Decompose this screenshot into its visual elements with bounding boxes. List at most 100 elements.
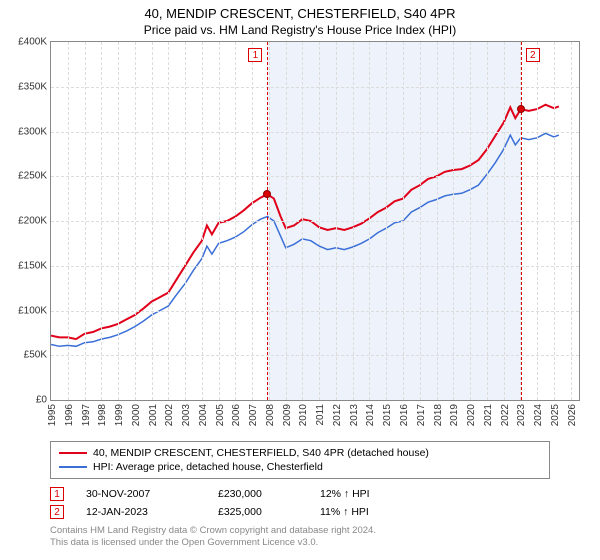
y-axis-tick-label: £300K [18, 126, 47, 137]
x-axis-tick-label: 2011 [315, 404, 326, 426]
legend-item: 40, MENDIP CRESCENT, CHESTERFIELD, S40 4… [59, 446, 541, 460]
sale-hpi-delta: 11% ↑ HPI [320, 506, 369, 518]
y-axis-tick-label: £200K [18, 216, 47, 227]
chart-plot-area: £0£50K£100K£150K£200K£250K£300K£350K£400… [50, 41, 580, 401]
gridline-horizontal [51, 87, 579, 88]
footer-line: This data is licensed under the Open Gov… [50, 537, 550, 549]
x-axis-tick-label: 2021 [483, 404, 494, 426]
chart-container: 40, MENDIP CRESCENT, CHESTERFIELD, S40 4… [0, 0, 600, 560]
legend-label: HPI: Average price, detached house, Ches… [93, 461, 323, 473]
x-axis-tick-label: 2003 [181, 404, 192, 426]
gridline-horizontal [51, 132, 579, 133]
footer-line: Contains HM Land Registry data © Crown c… [50, 525, 550, 537]
legend-item: HPI: Average price, detached house, Ches… [59, 460, 541, 474]
gridline-vertical [369, 42, 370, 400]
gridline-vertical [202, 42, 203, 400]
gridline-horizontal [51, 176, 579, 177]
sale-marker-index: 1 [248, 48, 262, 62]
y-axis-tick-label: £400K [18, 37, 47, 48]
sale-marker-index: 2 [526, 48, 540, 62]
gridline-vertical [168, 42, 169, 400]
x-axis-tick-label: 2001 [148, 404, 159, 426]
page-title: 40, MENDIP CRESCENT, CHESTERFIELD, S40 4… [0, 0, 600, 21]
x-axis-tick-label: 2020 [466, 404, 477, 426]
gridline-vertical [571, 42, 572, 400]
x-axis-tick-label: 2010 [298, 404, 309, 426]
gridline-horizontal [51, 311, 579, 312]
gridline-vertical [185, 42, 186, 400]
x-axis-tick-label: 1998 [97, 404, 108, 426]
sale-row: 2 12-JAN-2023 £325,000 11% ↑ HPI [50, 503, 550, 521]
gridline-vertical [487, 42, 488, 400]
gridline-vertical [403, 42, 404, 400]
gridline-vertical [353, 42, 354, 400]
y-axis-tick-label: £50K [24, 350, 47, 361]
sale-marker-dot [517, 105, 525, 113]
x-axis-tick-label: 1995 [47, 404, 58, 426]
gridline-horizontal [51, 355, 579, 356]
sale-hpi-delta: 12% ↑ HPI [320, 488, 370, 500]
x-axis-tick-label: 1997 [81, 404, 92, 426]
sale-marker-line [521, 42, 522, 400]
x-axis-tick-label: 2026 [567, 404, 578, 426]
gridline-horizontal [51, 221, 579, 222]
sale-marker-dot [263, 190, 271, 198]
sale-index-box: 1 [50, 487, 64, 501]
legend-swatch [59, 452, 87, 454]
legend-label: 40, MENDIP CRESCENT, CHESTERFIELD, S40 4… [93, 447, 429, 459]
sale-date: 12-JAN-2023 [86, 506, 196, 518]
x-axis-tick-label: 2016 [399, 404, 410, 426]
y-axis-tick-label: £350K [18, 81, 47, 92]
gridline-vertical [504, 42, 505, 400]
x-axis-tick-label: 2007 [248, 404, 259, 426]
x-axis-tick-label: 2002 [164, 404, 175, 426]
gridline-vertical [68, 42, 69, 400]
x-axis-tick-label: 2024 [533, 404, 544, 426]
x-axis-tick-label: 2008 [265, 404, 276, 426]
sales-table: 1 30-NOV-2007 £230,000 12% ↑ HPI 2 12-JAN-202… [50, 485, 550, 521]
gridline-horizontal [51, 266, 579, 267]
series-line-hpi [51, 133, 559, 346]
x-axis-tick-label: 2022 [500, 404, 511, 426]
gridline-vertical [319, 42, 320, 400]
sale-date: 30-NOV-2007 [86, 488, 196, 500]
sale-row: 1 30-NOV-2007 £230,000 12% ↑ HPI [50, 485, 550, 503]
x-axis-tick-label: 2012 [332, 404, 343, 426]
gridline-vertical [386, 42, 387, 400]
gridline-vertical [537, 42, 538, 400]
sale-price: £325,000 [218, 506, 298, 518]
x-axis-tick-label: 1996 [64, 404, 75, 426]
gridline-vertical [269, 42, 270, 400]
gridline-vertical [219, 42, 220, 400]
x-axis-tick-label: 2006 [231, 404, 242, 426]
sale-marker-line [267, 42, 268, 400]
gridline-vertical [135, 42, 136, 400]
gridline-vertical [252, 42, 253, 400]
gridline-vertical [235, 42, 236, 400]
sale-price: £230,000 [218, 488, 298, 500]
chart-legend: 40, MENDIP CRESCENT, CHESTERFIELD, S40 4… [50, 441, 550, 479]
gridline-vertical [85, 42, 86, 400]
gridline-vertical [470, 42, 471, 400]
sale-index-box: 2 [50, 505, 64, 519]
x-axis-tick-label: 2013 [349, 404, 360, 426]
x-axis-tick-label: 2004 [198, 404, 209, 426]
footer-attribution: Contains HM Land Registry data © Crown c… [50, 525, 550, 550]
x-axis-tick-label: 2000 [131, 404, 142, 426]
legend-swatch [59, 466, 87, 468]
x-axis-tick-label: 2014 [365, 404, 376, 426]
gridline-vertical [420, 42, 421, 400]
gridline-vertical [118, 42, 119, 400]
gridline-vertical [453, 42, 454, 400]
x-axis-tick-label: 2019 [449, 404, 460, 426]
y-axis-tick-label: £100K [18, 305, 47, 316]
gridline-vertical [336, 42, 337, 400]
page-subtitle: Price paid vs. HM Land Registry's House … [0, 21, 600, 41]
x-axis-tick-label: 2025 [550, 404, 561, 426]
gridline-vertical [101, 42, 102, 400]
x-axis-tick-label: 2015 [382, 404, 393, 426]
gridline-vertical [286, 42, 287, 400]
gridline-vertical [152, 42, 153, 400]
x-axis-tick-label: 1999 [114, 404, 125, 426]
gridline-vertical [437, 42, 438, 400]
